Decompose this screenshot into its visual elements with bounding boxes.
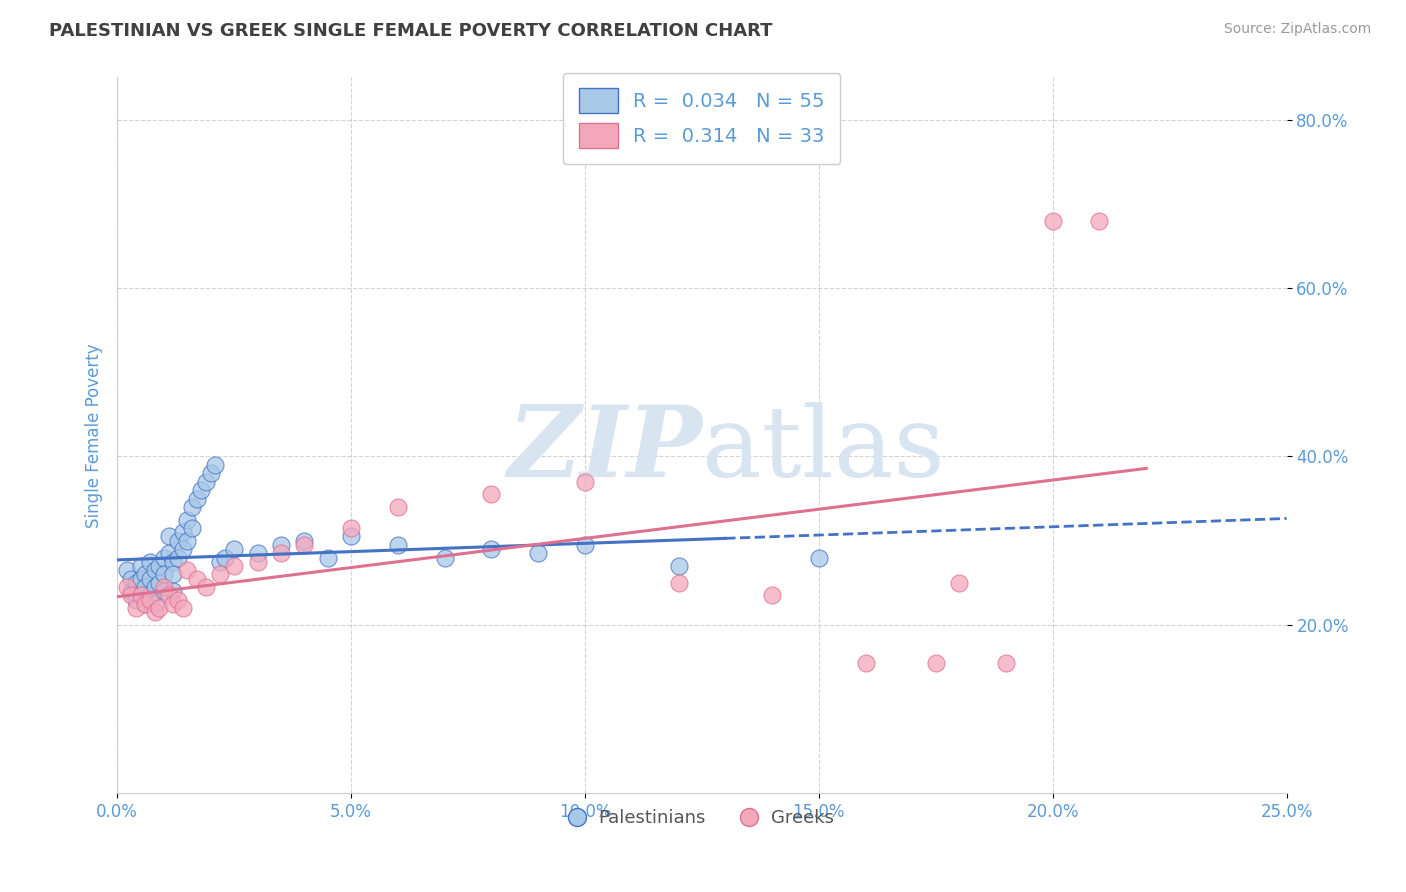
Point [143,597,166,611]
Point [143,580,166,594]
Point [292,538,315,552]
Point [574,538,596,552]
Text: ZIP: ZIP [508,401,702,498]
Point [200,467,222,481]
Point [134,567,156,582]
Point [181,521,204,535]
Point [139,572,162,586]
Text: PALESTINIAN VS GREEK SINGLE FEMALE POVERTY CORRELATION CHART: PALESTINIAN VS GREEK SINGLE FEMALE POVER… [49,22,773,40]
Point [855,656,877,670]
Point [994,656,1017,670]
Point [125,592,148,607]
Point [807,550,830,565]
Point [125,601,148,615]
Point [186,572,208,586]
Point [162,584,184,599]
Y-axis label: Single Female Poverty: Single Female Poverty [86,343,103,528]
Point [761,589,783,603]
Legend: Palestinians, Greeks: Palestinians, Greeks [562,802,841,834]
Point [925,656,948,670]
Text: atlas: atlas [702,401,945,498]
Point [214,550,236,565]
Point [167,592,190,607]
Point [246,555,269,569]
Text: Source: ZipAtlas.com: Source: ZipAtlas.com [1223,22,1371,37]
Point [209,567,232,582]
Point [162,567,184,582]
Point [139,555,162,569]
Point [270,538,292,552]
Point [387,538,409,552]
Point [195,475,218,489]
Point [190,483,212,497]
Point [153,550,176,565]
Point [1042,213,1064,227]
Point [527,546,550,560]
Point [316,550,339,565]
Point [1088,213,1111,227]
Point [387,500,409,514]
Point [148,601,170,615]
Point [134,597,156,611]
Point [148,558,170,573]
Point [176,563,198,577]
Point [574,475,596,489]
Point [668,558,690,573]
Point [129,558,152,573]
Point [172,525,194,540]
Point [246,546,269,560]
Point [115,580,138,594]
Point [139,592,162,607]
Point [120,572,142,586]
Point [433,550,456,565]
Point [157,546,180,560]
Point [948,575,970,590]
Point [668,575,690,590]
Point [143,563,166,577]
Point [167,550,190,565]
Point [139,589,162,603]
Point [176,533,198,548]
Point [115,563,138,577]
Point [148,575,170,590]
Point [162,555,184,569]
Point [153,584,176,599]
Point [125,575,148,590]
Point [340,521,363,535]
Point [167,533,190,548]
Point [270,546,292,560]
Point [143,605,166,619]
Point [157,589,180,603]
Point [181,500,204,514]
Point [195,580,218,594]
Point [120,589,142,603]
Point [204,458,226,472]
Point [481,487,503,501]
Point [186,491,208,506]
Point [134,597,156,611]
Point [153,567,176,582]
Point [172,601,194,615]
Point [157,529,180,543]
Point [120,584,142,599]
Point [153,580,176,594]
Point [340,529,363,543]
Point [129,572,152,586]
Point [292,533,315,548]
Point [162,597,184,611]
Point [209,555,232,569]
Point [129,589,152,603]
Point [224,542,246,557]
Point [129,589,152,603]
Point [172,542,194,557]
Point [224,558,246,573]
Point [134,580,156,594]
Point [481,542,503,557]
Point [176,513,198,527]
